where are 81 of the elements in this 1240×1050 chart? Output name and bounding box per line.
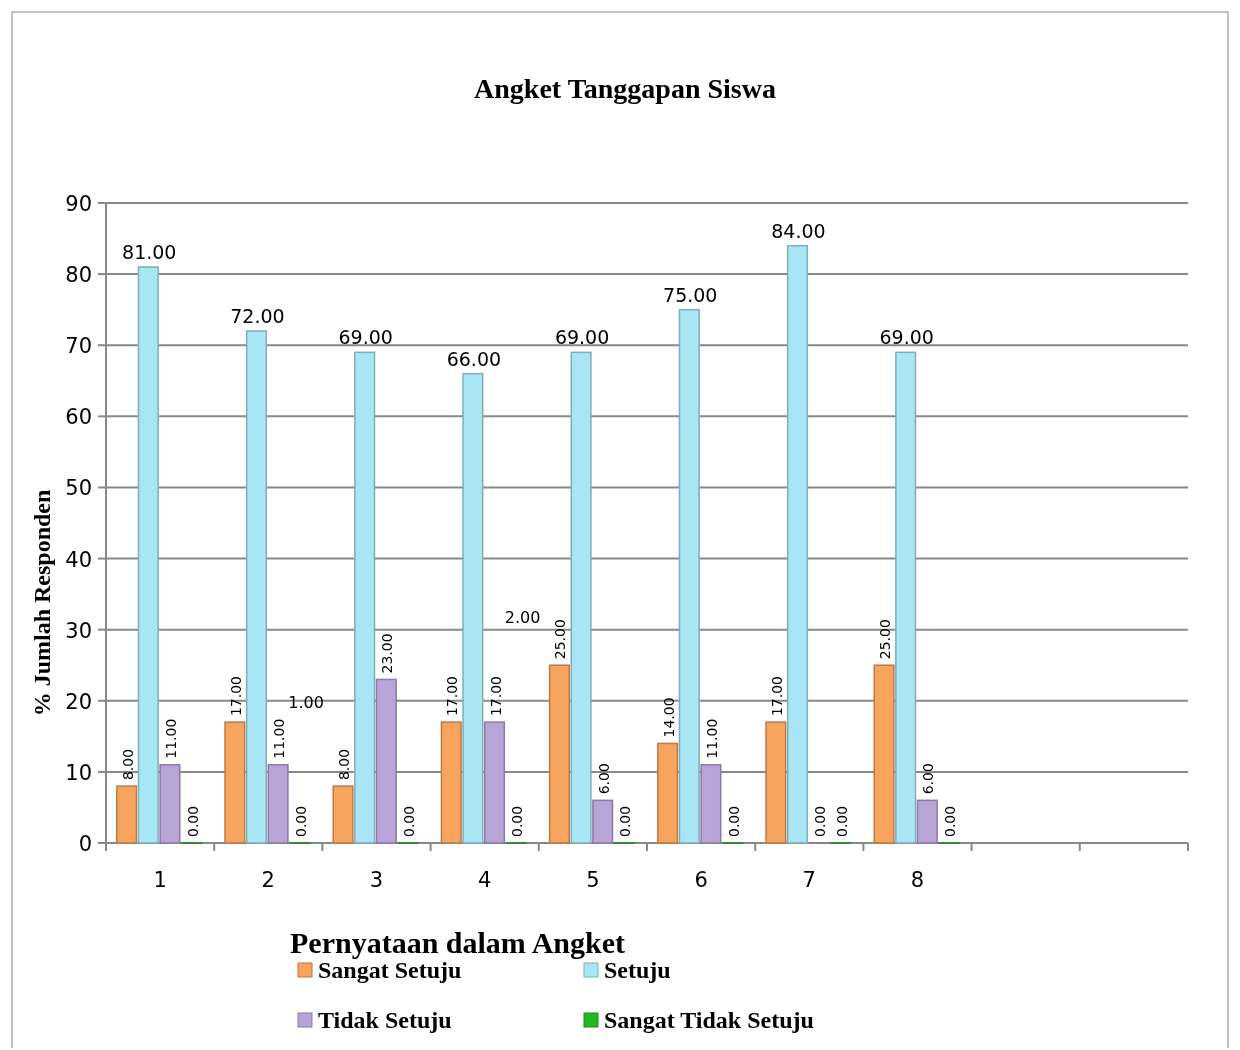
- bar: [483, 721, 506, 844]
- x-tick-label: 6: [694, 868, 708, 892]
- data-label: 6.00: [920, 763, 937, 795]
- bar: [916, 799, 938, 844]
- data-label: 69.00: [879, 326, 934, 349]
- legend-label: Setuju: [604, 957, 671, 983]
- data-label: 0.00: [725, 805, 742, 837]
- data-label: 11.00: [703, 718, 720, 759]
- data-label: 8.00: [336, 748, 353, 781]
- data-label: 6.00: [595, 763, 612, 795]
- bar: [678, 308, 700, 844]
- data-label: 0.00: [833, 805, 850, 837]
- data-label: 0.00: [509, 805, 526, 837]
- data-label: 69.00: [554, 326, 610, 349]
- x-tick-label: 8: [910, 868, 925, 892]
- bar: [375, 678, 397, 844]
- bar: [116, 785, 138, 844]
- bar: [700, 764, 722, 844]
- bar: [332, 785, 354, 844]
- data-label: 23.00: [379, 633, 396, 674]
- x-tick-label: 4: [478, 868, 492, 892]
- bar: [440, 721, 462, 844]
- y-tick-label: 40: [65, 547, 92, 572]
- y-tick-label: 50: [65, 476, 92, 501]
- bar: [245, 330, 268, 844]
- bar: [786, 244, 809, 844]
- bar: [765, 721, 787, 844]
- data-label: 84.00: [771, 219, 826, 242]
- data-label: 0.00: [400, 805, 417, 837]
- x-tick-label: 5: [586, 868, 600, 892]
- data-label: 69.00: [338, 326, 393, 349]
- bar: [570, 351, 592, 844]
- data-label: 17.00: [768, 676, 785, 717]
- y-tick-label: 60: [65, 405, 92, 430]
- data-label: 14.00: [660, 697, 677, 738]
- y-tick-label: 0: [78, 832, 92, 856]
- data-label: 66.00: [446, 347, 502, 370]
- data-label: 72.00: [230, 305, 285, 327]
- data-label: 17.00: [227, 676, 244, 717]
- bar: [657, 742, 679, 844]
- bar: [267, 764, 289, 844]
- data-label: 11.00: [162, 718, 179, 759]
- data-label: 25.00: [877, 619, 894, 660]
- y-tick-label: 30: [65, 618, 92, 643]
- data-label: 0.00: [184, 805, 201, 837]
- data-label: 0.00: [617, 805, 634, 837]
- bar: [548, 664, 571, 844]
- y-tick-label: 90: [65, 192, 92, 216]
- bar: [354, 351, 376, 844]
- y-tick-label: 80: [65, 263, 92, 288]
- data-label: 25.00: [552, 619, 569, 660]
- data-label: 0.00: [292, 805, 309, 837]
- bar: [895, 351, 917, 844]
- y-tick-label: 10: [65, 760, 92, 785]
- legend-label: Tidak Setuju: [318, 1007, 452, 1033]
- data-label: 11.00: [271, 718, 288, 759]
- x-axis-title: Pernyataan dalam Angket: [290, 926, 626, 959]
- bar: [159, 764, 181, 844]
- data-label: 0.00: [941, 805, 958, 837]
- y-axis-title: % Jumlah Responden: [29, 489, 55, 717]
- bar: [137, 266, 159, 844]
- data-label: 8.00: [119, 748, 136, 781]
- bar: [224, 721, 246, 844]
- x-tick-label: 7: [802, 868, 816, 892]
- y-tick-label: 20: [65, 689, 92, 714]
- chart-title: Angket Tanggapan Siswa: [474, 73, 776, 104]
- data-label: 0.00: [812, 805, 829, 837]
- annotation: 2.00: [504, 607, 541, 627]
- x-tick-label: 1: [153, 868, 167, 892]
- data-label: 75.00: [663, 283, 718, 306]
- bar: [592, 799, 614, 844]
- annotation: 1.00: [288, 692, 324, 712]
- data-label: 17.00: [487, 676, 504, 717]
- y-tick-label: 70: [65, 334, 92, 359]
- legend-label: Sangat Tidak Setuju: [604, 1007, 814, 1033]
- x-tick-label: 2: [261, 868, 275, 892]
- data-label: 81.00: [122, 241, 177, 263]
- bar: [873, 664, 895, 844]
- x-tick-label: 3: [369, 868, 384, 892]
- bar: [462, 372, 484, 844]
- data-label: 17.00: [444, 676, 461, 717]
